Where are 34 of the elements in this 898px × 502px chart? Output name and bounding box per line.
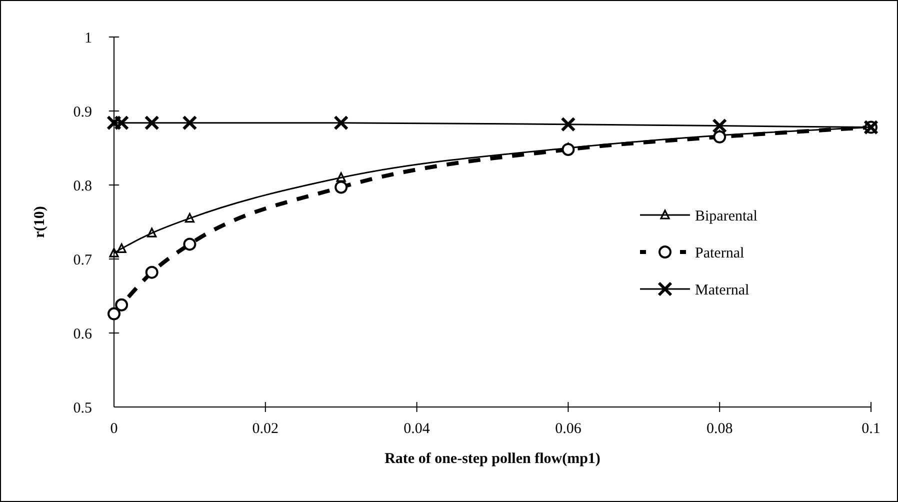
y-tick-label: 0.8 <box>73 178 92 194</box>
point <box>562 142 575 156</box>
y-tick-label: 0.9 <box>73 104 92 120</box>
point <box>144 115 160 130</box>
x-tick-label: 0.1 <box>862 421 880 437</box>
y-tick-label: 0.7 <box>73 252 92 268</box>
y-tick-label: 0.6 <box>73 326 92 342</box>
point <box>115 298 128 312</box>
point <box>184 213 194 223</box>
x-tick-label: 0.04 <box>404 421 430 437</box>
y-tick-label: 0.5 <box>73 400 92 416</box>
legend-label: Biparental <box>695 208 758 224</box>
point <box>712 118 728 134</box>
point <box>182 115 198 130</box>
point <box>108 307 120 320</box>
x-axis-title: Rate of one-step pollen flow(mp1) <box>384 451 600 467</box>
y-tick-label: 1 <box>84 30 92 46</box>
point <box>334 115 349 130</box>
x-tick-label: 0 <box>110 421 118 437</box>
x-tick-label: 0.06 <box>555 421 582 437</box>
point <box>183 238 196 251</box>
x-tick-label: 0.08 <box>706 421 733 437</box>
point <box>336 172 346 182</box>
point <box>560 116 576 132</box>
x-tick-label: 0.02 <box>252 421 279 437</box>
y-axis-title: r(10) <box>32 206 48 238</box>
point <box>145 266 158 279</box>
point <box>713 130 726 144</box>
point <box>334 180 348 194</box>
legend-label: Paternal <box>695 245 744 262</box>
legend-label: Maternal <box>695 282 750 298</box>
point <box>147 228 157 238</box>
point <box>109 248 119 258</box>
point <box>116 243 126 253</box>
